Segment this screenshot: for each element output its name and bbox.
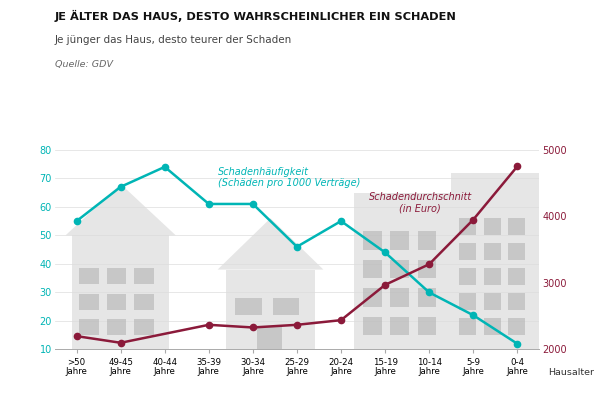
Polygon shape — [218, 218, 324, 270]
Bar — [258, 327, 282, 349]
Bar — [363, 288, 382, 307]
Text: Quelle: GDV: Quelle: GDV — [55, 60, 113, 69]
Bar — [72, 235, 169, 349]
Bar — [107, 268, 127, 284]
Bar — [135, 268, 154, 284]
Bar — [451, 173, 539, 349]
Bar — [484, 268, 501, 285]
Bar — [459, 243, 476, 260]
Text: JE ÄLTER DAS HAUS, DESTO WAHRSCHEINLICHER EIN SCHADEN: JE ÄLTER DAS HAUS, DESTO WAHRSCHEINLICHE… — [55, 10, 456, 22]
Bar — [363, 317, 382, 335]
Bar — [508, 218, 525, 235]
Bar — [355, 193, 451, 349]
Bar — [484, 318, 501, 335]
Bar — [227, 270, 315, 349]
Bar — [79, 319, 99, 335]
Bar — [484, 218, 501, 235]
Bar — [508, 243, 525, 260]
Text: Hausalter: Hausalter — [548, 368, 594, 377]
Bar — [459, 218, 476, 235]
Text: Schadenhäufigkeit
(Schäden pro 1000 Verträge): Schadenhäufigkeit (Schäden pro 1000 Vert… — [218, 167, 360, 188]
Bar — [135, 294, 154, 310]
Bar — [363, 260, 382, 278]
Bar — [135, 319, 154, 335]
Bar — [418, 231, 436, 250]
Text: Schadendurchschnitt
(in Euro): Schadendurchschnitt (in Euro) — [368, 192, 472, 214]
Bar — [79, 268, 99, 284]
Bar — [459, 318, 476, 335]
Bar — [79, 294, 99, 310]
Text: Je jünger das Haus, desto teurer der Schaden: Je jünger das Haus, desto teurer der Sch… — [55, 35, 292, 45]
Bar — [390, 288, 409, 307]
Bar — [235, 298, 262, 315]
Bar — [273, 298, 299, 315]
Bar — [484, 243, 501, 260]
Bar — [508, 268, 525, 285]
Bar — [363, 231, 382, 250]
Bar — [390, 231, 409, 250]
Bar — [107, 319, 127, 335]
Bar — [459, 293, 476, 310]
Polygon shape — [65, 184, 176, 235]
Bar — [390, 317, 409, 335]
Bar — [459, 268, 476, 285]
Bar — [390, 260, 409, 278]
Bar — [484, 293, 501, 310]
Bar — [107, 294, 127, 310]
Bar — [418, 288, 436, 307]
Bar — [418, 260, 436, 278]
Bar — [418, 317, 436, 335]
Bar — [508, 293, 525, 310]
Bar — [508, 318, 525, 335]
